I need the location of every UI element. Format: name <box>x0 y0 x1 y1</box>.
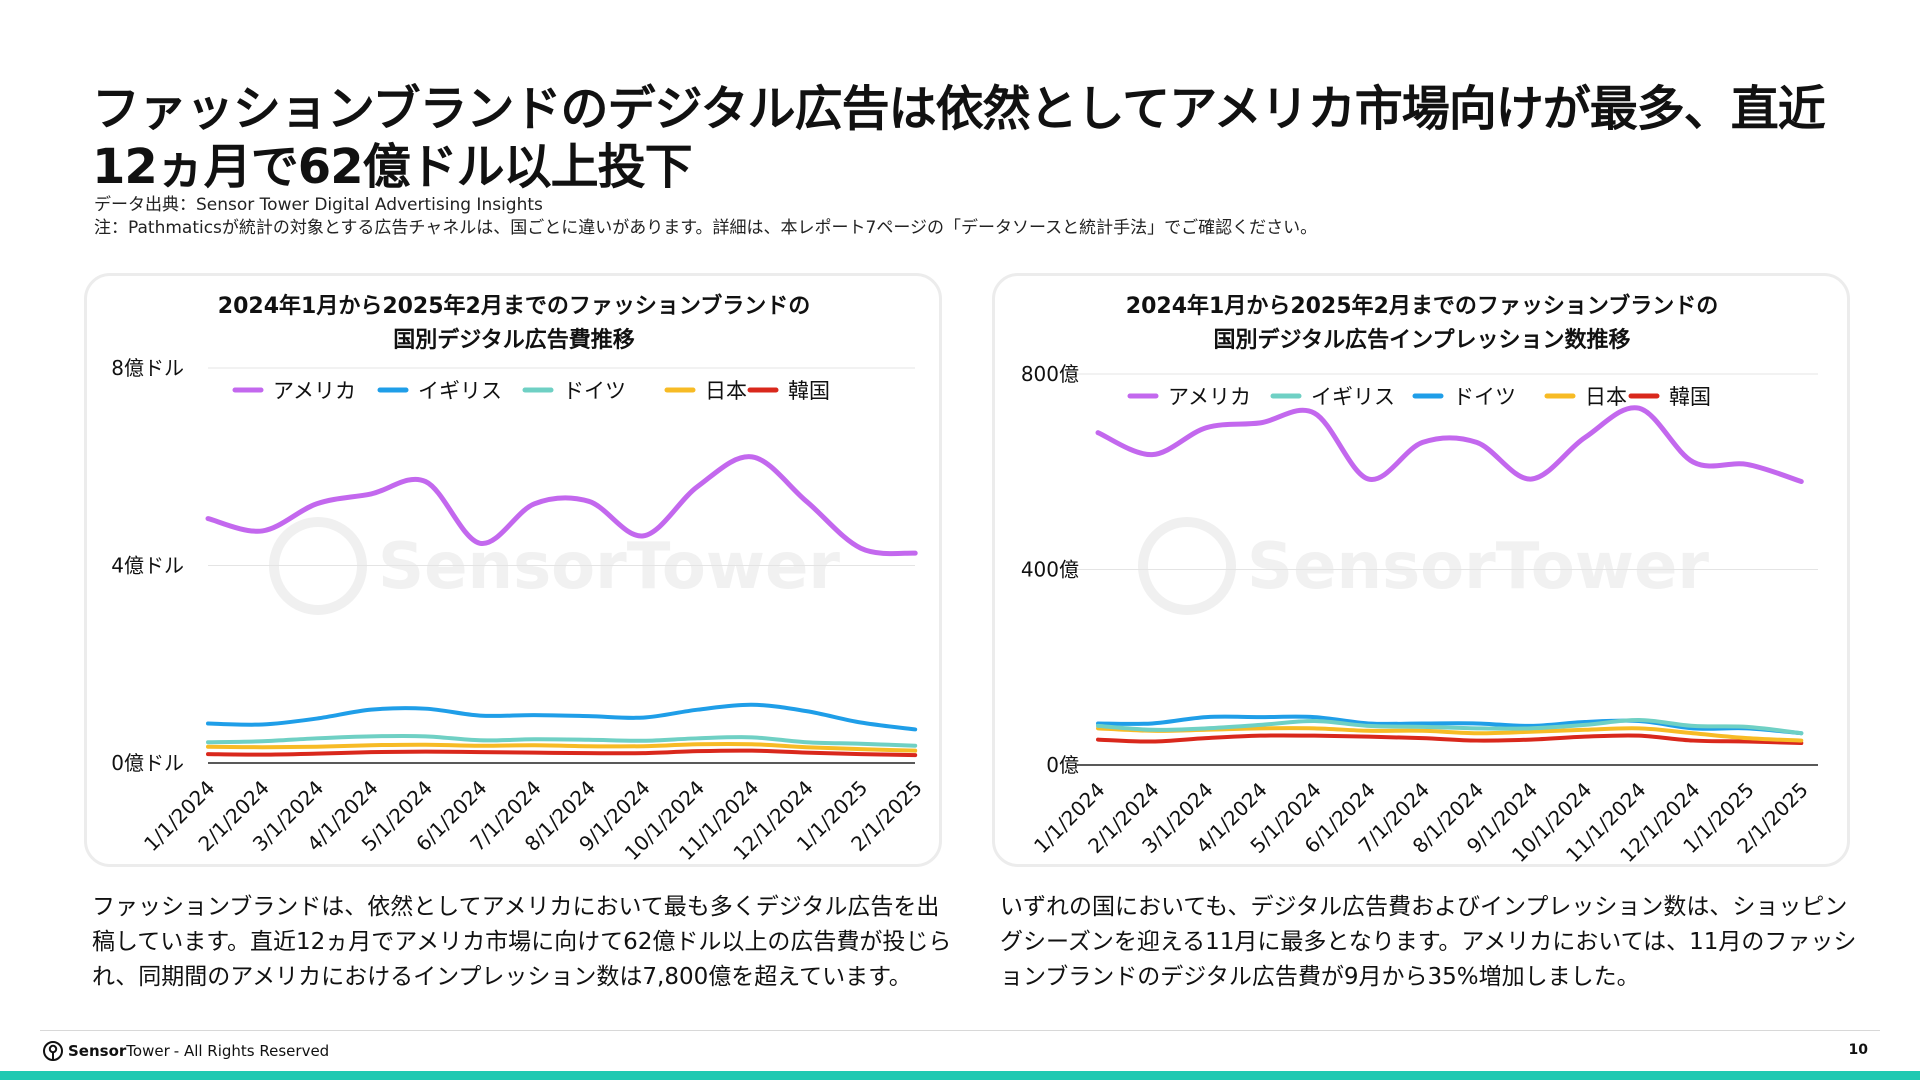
impressions-chart-card: SensorTower 2024年1月から2025年2月までのファッションブランド… <box>992 273 1850 867</box>
chart-title-line: 2024年1月から2025年2月までのファッションブランドの <box>218 293 810 319</box>
footer-logo: Sensor Tower - All Rights Reserved <box>42 1038 329 1064</box>
legend-label: 韓国 <box>1669 385 1711 409</box>
chart-title-line: 国別デジタル広告費推移 <box>393 327 635 353</box>
series-line <box>205 454 918 557</box>
sensor-tower-watermark: SensorTower <box>269 517 840 615</box>
watermark-text: SensorTower <box>378 530 840 604</box>
series-line <box>1095 405 1804 485</box>
legend-label: アメリカ <box>1168 385 1251 409</box>
footer-brand: Sensor <box>68 1042 127 1060</box>
sensor-tower-watermark: SensorTower <box>1138 517 1709 615</box>
footer-divider <box>40 1030 1880 1031</box>
legend-label: 日本 <box>705 379 747 403</box>
series-line <box>1096 733 1804 746</box>
series-line <box>206 741 918 753</box>
y-tick-label: 0億 <box>1046 753 1079 777</box>
ad-spend-chart-card: SensorTower 2024年1月から2025年2月までのファッションブランド… <box>84 273 942 867</box>
legend-label: ドイツ <box>1453 385 1516 409</box>
legend-label: イギリス <box>418 379 502 403</box>
ad-spend-description: ファッションブランドは、依然としてアメリカにおいて最も多くデジタル広告を出稿して… <box>92 894 952 990</box>
series-line <box>206 748 918 758</box>
legend-label: ドイツ <box>563 379 626 403</box>
y-tick-label: 4億ドル <box>111 554 184 578</box>
sensor-tower-logo-icon <box>43 1041 63 1061</box>
legend-label: 韓国 <box>788 379 830 403</box>
series-line <box>206 702 918 732</box>
series-line <box>206 733 918 748</box>
legend-label: 日本 <box>1585 385 1627 409</box>
y-tick-label: 0億ドル <box>111 751 184 775</box>
footer-brand-suffix: Tower <box>126 1042 170 1060</box>
footer-rights: - All Rights Reserved <box>173 1042 330 1060</box>
chart-title-line: 国別デジタル広告インプレッション数推移 <box>1214 327 1631 353</box>
series-line <box>1096 714 1804 736</box>
ad-spend-chart: SensorTower 2024年1月から2025年2月までのファッションブランド… <box>111 293 926 864</box>
chart-title-line: 2024年1月から2025年2月までのファッションブランドの <box>1126 293 1718 319</box>
legend-label: アメリカ <box>273 379 356 403</box>
legend-label: イギリス <box>1311 385 1395 409</box>
watermark-logo-icon <box>1138 517 1236 615</box>
data-note: 注：Pathmaticsが統計の対象とする広告チャネルは、国ごとに違いがあります… <box>94 218 1318 238</box>
y-tick-label: 400億 <box>1021 558 1079 582</box>
watermark-text: SensorTower <box>1247 530 1709 604</box>
impressions-description: いずれの国においても、デジタル広告費およびインプレッション数は、ショッピングシー… <box>1000 894 1857 990</box>
page-number: 10 <box>1848 1042 1868 1058</box>
impressions-chart: SensorTower 2024年1月から2025年2月までのファッションブランド… <box>1021 293 1818 864</box>
data-source: データ出典：Sensor Tower Digital Advertising I… <box>94 195 543 215</box>
bottom-accent-bar <box>0 1071 1920 1080</box>
y-tick-label: 8億ドル <box>111 356 184 380</box>
series-line <box>1096 718 1804 736</box>
y-tick-label: 800億 <box>1021 362 1079 386</box>
page-title: ファッションブランドのデジタル広告は依然としてアメリカ市場向けが最多、直近12ヵ… <box>92 81 1826 195</box>
